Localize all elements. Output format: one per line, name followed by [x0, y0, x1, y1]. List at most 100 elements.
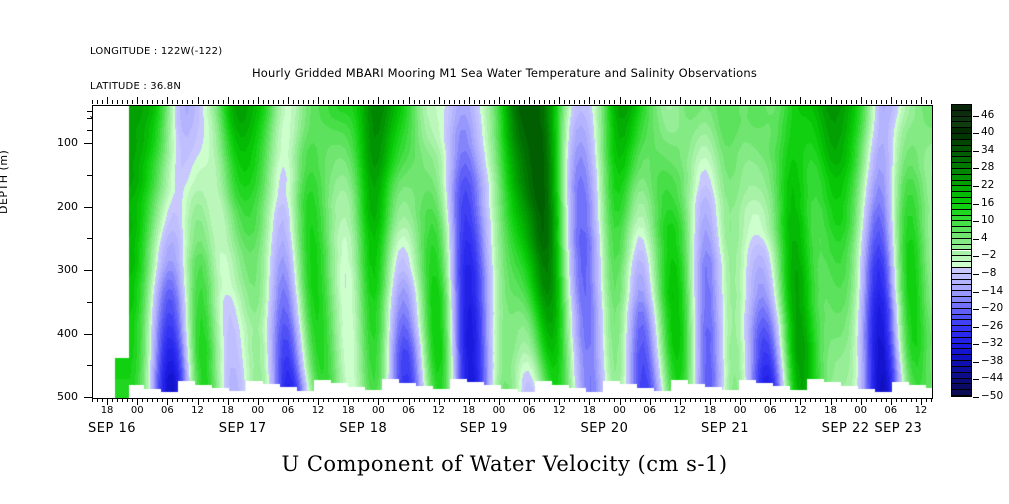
x-axis-minor-tick-top — [117, 100, 118, 104]
x-axis-minor-tick-top — [795, 100, 796, 104]
x-axis-hour-label: 06 — [402, 405, 415, 416]
colorbar-tick — [973, 221, 979, 223]
colorbar-tick — [973, 150, 979, 152]
colorbar-band — [952, 343, 971, 350]
x-axis-minor-tick — [640, 398, 641, 402]
x-axis-minor-tick — [911, 398, 912, 402]
x-axis-minor-tick — [625, 398, 626, 402]
x-axis-day-label: SEP 21 — [701, 421, 749, 436]
x-axis-minor-tick — [735, 398, 736, 402]
x-axis-major-tick — [137, 398, 138, 405]
x-axis-minor-tick — [243, 398, 244, 402]
x-axis-minor-tick-top — [720, 100, 721, 104]
x-axis-minor-tick-top — [102, 100, 103, 104]
x-axis-minor-tick-top — [203, 100, 204, 104]
colorbar-tick-label: 28 — [981, 161, 995, 174]
x-axis-minor-tick — [795, 398, 796, 402]
x-axis-minor-tick-top — [655, 100, 656, 104]
x-axis-hour-label: 06 — [281, 405, 295, 416]
y-axis-minor-tick — [87, 118, 92, 119]
colorbar-band — [952, 169, 971, 175]
x-axis-minor-tick — [569, 398, 570, 402]
colorbar-band — [952, 128, 971, 135]
x-axis-minor-tick-top — [825, 100, 826, 104]
x-axis-minor-tick-top — [755, 100, 756, 104]
x-axis-major-tick-top — [137, 97, 138, 104]
colorbar-band — [952, 267, 971, 274]
x-axis-major-tick — [680, 398, 681, 405]
x-axis-minor-tick-top — [243, 100, 244, 104]
x-axis-minor-tick-top — [805, 100, 806, 104]
x-axis-minor-tick — [755, 398, 756, 402]
x-axis-major-tick — [348, 398, 349, 405]
x-axis-minor-tick — [846, 398, 847, 402]
x-axis-hour-label: 00 — [130, 405, 144, 416]
x-axis-hour-label: 00 — [371, 405, 385, 416]
x-axis-minor-tick-top — [253, 100, 254, 104]
x-axis-minor-tick — [564, 398, 565, 402]
x-axis-day-label: SEP 23 — [874, 421, 923, 436]
x-axis-minor-tick — [248, 398, 249, 402]
colorbar-tick-label: −8 — [981, 266, 997, 279]
x-axis-minor-tick — [524, 398, 525, 402]
colorbar-tick — [973, 133, 979, 135]
x-axis-minor-tick — [308, 398, 309, 402]
x-axis-minor-tick-top — [876, 100, 877, 104]
colorbar-band — [952, 384, 971, 391]
x-axis-major-tick-top — [529, 97, 530, 104]
x-axis-minor-tick-top — [519, 100, 520, 104]
colorbar-band — [952, 279, 971, 286]
x-axis-minor-tick — [218, 398, 219, 402]
x-axis-minor-tick-top — [896, 100, 897, 104]
colorbar-band — [952, 308, 971, 315]
x-axis-minor-tick-top — [775, 100, 776, 104]
x-axis-minor-tick — [760, 398, 761, 402]
x-axis-major-tick — [439, 398, 440, 405]
x-axis-minor-tick-top — [665, 100, 666, 104]
x-axis-minor-tick-top — [293, 100, 294, 104]
chart-title: Hourly Gridded MBARI Mooring M1 Sea Wate… — [251, 66, 758, 80]
x-axis-major-tick-top — [740, 97, 741, 104]
x-axis-minor-tick — [494, 398, 495, 402]
x-axis-major-tick-top — [258, 97, 259, 104]
x-axis-minor-tick — [660, 398, 661, 402]
x-axis-major-tick-top — [318, 97, 319, 104]
x-axis-minor-tick — [635, 398, 636, 402]
x-axis-minor-tick-top — [846, 100, 847, 104]
x-axis-minor-tick — [901, 398, 902, 402]
x-axis-minor-tick — [328, 398, 329, 402]
x-axis-minor-tick — [424, 398, 425, 402]
x-axis-minor-tick-top — [866, 100, 867, 104]
x-axis-hour-label: 00 — [251, 405, 265, 416]
x-axis-minor-tick-top — [343, 100, 344, 104]
y-axis-major-tick — [84, 397, 92, 398]
x-axis-minor-tick — [805, 398, 806, 402]
x-axis-minor-tick-top — [182, 100, 183, 104]
colorbar-tick-label: 46 — [981, 108, 995, 121]
colorbar-tick — [973, 344, 979, 346]
x-axis-minor-tick — [825, 398, 826, 402]
x-axis-minor-tick-top — [112, 100, 113, 104]
x-axis-minor-tick-top — [690, 100, 691, 104]
y-axis-major-tick — [84, 143, 92, 144]
x-axis-minor-tick — [263, 398, 264, 402]
colorbar — [951, 104, 972, 397]
x-axis-minor-tick-top — [273, 100, 274, 104]
x-axis-minor-tick — [509, 398, 510, 402]
x-axis-minor-tick-top — [429, 100, 430, 104]
x-axis-major-tick — [107, 398, 108, 405]
x-axis-minor-tick — [172, 398, 173, 402]
colorbar-band — [952, 116, 971, 123]
x-axis-minor-tick — [338, 398, 339, 402]
x-axis-minor-tick-top — [263, 100, 264, 104]
x-axis-minor-tick-top — [192, 100, 193, 104]
x-axis-minor-tick-top — [856, 100, 857, 104]
x-axis-minor-tick — [534, 398, 535, 402]
x-axis-minor-tick — [484, 398, 485, 402]
y-axis-tick-label: 300 — [57, 263, 78, 277]
x-axis-minor-tick-top — [765, 100, 766, 104]
colorbar-band — [952, 262, 971, 268]
colorbar-tick-label: 16 — [981, 196, 995, 209]
x-axis-major-tick — [770, 398, 771, 405]
colorbar-band — [952, 302, 971, 309]
